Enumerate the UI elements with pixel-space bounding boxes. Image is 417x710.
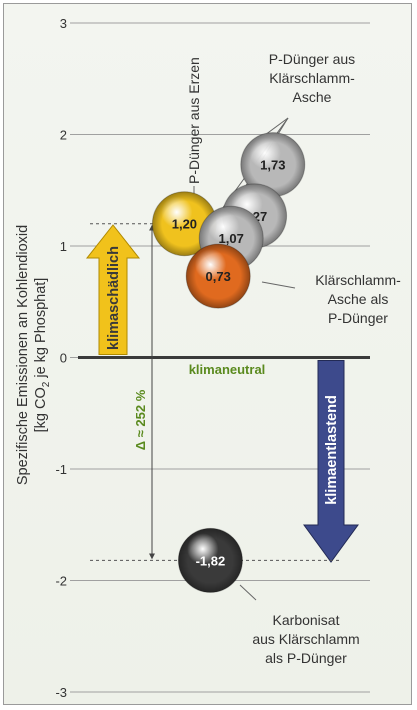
erz-annotation-label: P-Dünger aus Erzen — [186, 57, 202, 184]
data-point-shade — [186, 244, 251, 309]
down-arrow-shape — [303, 360, 359, 563]
ka-annotation-line: Klärschlamm- — [269, 70, 355, 86]
ka-annotation: P-Dünger aus Klärschlamm- Asche — [269, 51, 355, 105]
data-point-ka_direkt: 0,73 — [185, 243, 251, 309]
ka-annotation-line: Asche — [293, 89, 332, 105]
ka-direkt-annotation-line: P-Dünger — [328, 310, 388, 326]
data-label: 1,07 — [219, 231, 244, 246]
y-tick-label: -2 — [55, 574, 67, 589]
data-label: 1,73 — [260, 158, 285, 173]
karbonisat-leader-line — [239, 584, 257, 601]
karbonisat-annotation-line: als P-Dünger — [265, 650, 347, 666]
y-tick-label: 1 — [60, 239, 67, 254]
karbonisat-annotation: Karbonisat aus Klärschlamm als P-Dünger — [252, 612, 359, 666]
data-label: -1,82 — [196, 553, 226, 568]
karbonisat-annotation-line: Karbonisat — [273, 612, 340, 628]
y-axis-title: Spezifische Emissionen an Kohlendioxid [k… — [15, 225, 52, 485]
data-point-shade — [240, 132, 305, 197]
delta-label: Δ ≈ 252 % — [133, 389, 148, 450]
data-label: 0,73 — [206, 269, 231, 284]
y-tick-label: -3 — [55, 685, 67, 700]
ka-direkt-annotation-line: Asche als — [328, 291, 389, 307]
delta-label-group: Δ ≈ 252 % — [133, 389, 148, 450]
klimaschaedlich-arrow: klimaschädlich — [85, 224, 141, 355]
y-axis-label-line2: [kg CO2 je kg Phosphat] — [33, 278, 52, 433]
erz-annotation: P-Dünger aus Erzen — [186, 57, 202, 184]
y-tick-label: -1 — [55, 462, 67, 477]
data-point-ka: 1,73 — [240, 132, 306, 198]
y-tick-label: 0 — [60, 351, 67, 366]
y-tick-label: 3 — [60, 16, 67, 31]
karbonisat-annotation-line: aus Klärschlamm — [252, 631, 359, 647]
klimaneutral-label: klimaneutral — [189, 362, 266, 377]
data-point-karbonisat: -1,82 — [177, 527, 243, 593]
data-label: 1,20 — [172, 217, 197, 232]
up-arrow-shape — [85, 224, 141, 355]
data-point-shade — [178, 528, 243, 593]
klimaentlastend-arrow: klimaentlastend — [303, 360, 359, 563]
y-tick-label: 2 — [60, 128, 67, 143]
ka-annotation-line: P-Dünger aus — [269, 51, 355, 67]
y-axis-label-line1: Spezifische Emissionen an Kohlendioxid — [15, 225, 31, 485]
ka-direkt-leader-line — [261, 281, 296, 289]
ka-direkt-annotation: Klärschlamm- Asche als P-Dünger — [315, 272, 401, 326]
klimaentlastend-label: klimaentlastend — [324, 395, 340, 505]
ka-direkt-annotation-line: Klärschlamm- — [315, 272, 401, 288]
klimaschaedlich-label: klimaschädlich — [106, 246, 122, 350]
